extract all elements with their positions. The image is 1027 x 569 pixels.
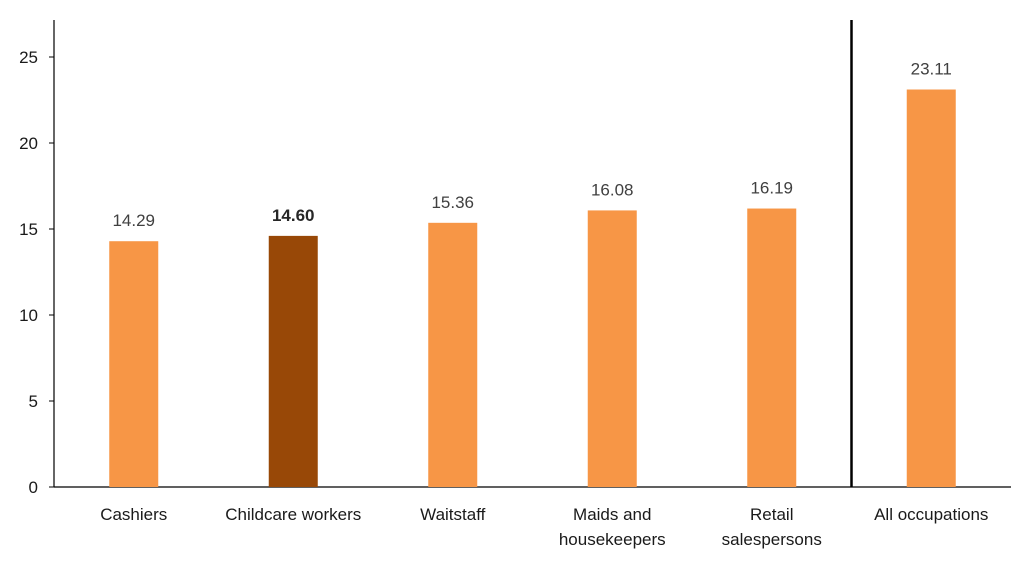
data-labels: 14.29 14.60 15.36 16.08 16.19 23.11 bbox=[112, 60, 951, 231]
category-label: Childcare workers bbox=[225, 505, 361, 524]
bar bbox=[906, 89, 956, 488]
y-tick-label: 10 bbox=[19, 306, 38, 325]
bar bbox=[268, 235, 318, 487]
category-label-line: Cashiers bbox=[100, 505, 167, 524]
y-tick-label: 5 bbox=[29, 392, 38, 411]
y-tick-label: 25 bbox=[19, 48, 38, 67]
bar bbox=[428, 222, 478, 488]
data-label: 16.08 bbox=[591, 180, 634, 199]
category-label: Waitstaff bbox=[420, 505, 485, 524]
category-label: All occupations bbox=[874, 505, 988, 524]
y-tick-label: 15 bbox=[19, 220, 38, 239]
y-tick-label: 20 bbox=[19, 134, 38, 153]
category-label-line: Retail bbox=[750, 505, 793, 524]
data-label: 23.11 bbox=[911, 60, 952, 79]
category-label: Maids and housekeepers bbox=[559, 505, 666, 549]
bars bbox=[109, 89, 956, 488]
category-label-line: Childcare workers bbox=[225, 505, 361, 524]
bar bbox=[109, 241, 159, 487]
category-label-line: Maids and bbox=[573, 505, 651, 524]
bar bbox=[587, 210, 637, 487]
data-label: 15.36 bbox=[431, 193, 474, 212]
data-label: 16.19 bbox=[750, 179, 793, 198]
category-label: Retail salespersons bbox=[722, 505, 822, 549]
y-tick-label: 0 bbox=[29, 478, 38, 497]
data-label: 14.60 bbox=[272, 206, 315, 225]
category-label: Cashiers bbox=[100, 505, 167, 524]
data-label: 14.29 bbox=[112, 211, 155, 230]
category-label-line: salespersons bbox=[722, 530, 822, 549]
y-axis-ticks: 0 5 10 15 20 25 bbox=[19, 48, 54, 497]
bar bbox=[747, 208, 797, 488]
category-label-line: All occupations bbox=[874, 505, 988, 524]
category-label-line: Waitstaff bbox=[420, 505, 485, 524]
category-label-line: housekeepers bbox=[559, 530, 666, 549]
axes bbox=[53, 20, 1011, 488]
category-labels: Cashiers Childcare workers Waitstaff Maids … bbox=[100, 505, 988, 549]
